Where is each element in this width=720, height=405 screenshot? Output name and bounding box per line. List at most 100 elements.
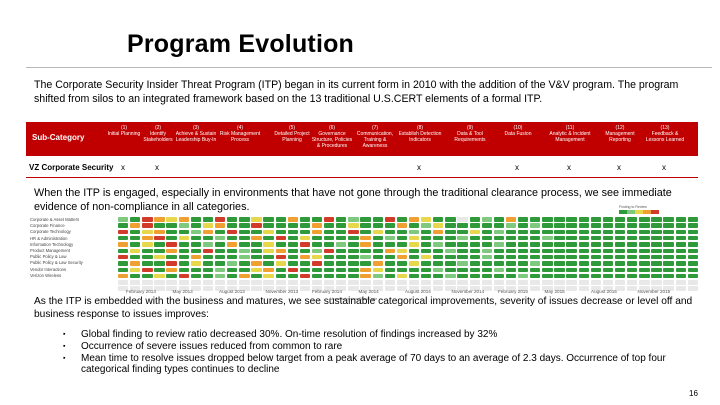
heatmap-cell xyxy=(154,223,165,228)
heatmap-cell xyxy=(554,254,565,260)
heatmap-cell xyxy=(530,267,541,273)
heatmap-cell xyxy=(166,273,177,279)
heatmap-cell xyxy=(299,235,311,241)
heatmap-cell xyxy=(627,217,638,222)
itp-element-label: Data & Tool Requirements xyxy=(454,131,486,143)
heatmap-cell xyxy=(190,223,202,228)
heatmap-cell xyxy=(251,273,262,279)
heatmap-date-label: August 2015 xyxy=(591,289,617,294)
itp-element-mark: x xyxy=(617,163,621,172)
heatmap-cell xyxy=(590,223,602,228)
heatmap-cell xyxy=(202,280,214,285)
heatmap-cell xyxy=(275,261,286,266)
heatmap-cell xyxy=(457,229,468,235)
heatmap-cell xyxy=(590,242,602,247)
heatmap-cell xyxy=(517,261,529,266)
heatmap-cell xyxy=(118,280,129,285)
itp-element-label: Detailed Project Planning xyxy=(274,131,310,143)
heatmap-cell xyxy=(639,254,650,260)
heatmap-cell xyxy=(457,248,468,254)
heatmap-cell xyxy=(214,235,226,241)
heatmap-cell xyxy=(287,254,298,260)
heatmap-cell xyxy=(348,280,359,285)
heatmap-cell xyxy=(190,235,202,241)
intro-paragraph: The Corporate Security Insider Threat Pr… xyxy=(34,79,679,105)
heatmap-cell xyxy=(505,248,517,254)
heatmap-cell xyxy=(202,254,214,260)
heatmap-cell xyxy=(396,242,408,247)
heatmap-cell xyxy=(396,223,408,228)
heatmap-cell xyxy=(602,229,614,235)
heatmap-cell xyxy=(154,267,165,273)
heatmap-cell xyxy=(408,280,420,285)
heatmap-cell xyxy=(493,223,505,228)
heatmap-cell xyxy=(311,242,323,247)
heatmap-cell xyxy=(566,235,577,241)
heatmap-cell xyxy=(311,235,323,241)
heatmap-cell xyxy=(663,242,674,247)
heatmap-cell xyxy=(214,280,226,285)
heatmap-cell xyxy=(614,273,626,279)
heatmap-cell xyxy=(614,286,626,291)
heatmap-cell xyxy=(154,235,165,241)
heatmap-cell xyxy=(384,242,395,247)
heatmap-cell xyxy=(639,242,650,247)
heatmap-cell xyxy=(663,248,674,254)
heatmap-cell xyxy=(469,286,480,291)
heatmap-cell xyxy=(493,267,505,273)
heatmap-cell xyxy=(239,229,250,235)
heatmap-cell xyxy=(433,223,444,228)
heatmap-cell xyxy=(324,280,335,285)
heatmap-cell xyxy=(469,261,480,266)
heatmap-cell xyxy=(360,267,371,273)
heatmap-cell xyxy=(251,267,262,273)
heatmap-cell xyxy=(493,280,505,285)
heatmap-cell xyxy=(166,261,177,266)
heatmap-cell xyxy=(445,242,456,247)
heatmap-cell xyxy=(239,248,250,254)
heatmap-cell xyxy=(433,280,444,285)
heatmap-cell xyxy=(299,242,311,247)
heatmap-cell xyxy=(311,273,323,279)
heatmap-date-label: August 2013 xyxy=(219,289,245,294)
heatmap-cell xyxy=(214,254,226,260)
heatmap-cell xyxy=(202,261,214,266)
heatmap-cell xyxy=(336,280,347,285)
heatmap-cell xyxy=(360,280,371,285)
heatmap-date-label: November 2013 xyxy=(265,289,299,294)
heatmap-cell xyxy=(178,217,189,222)
heatmap-cell xyxy=(505,286,517,291)
heatmap-cell xyxy=(469,267,480,273)
heatmap-cell xyxy=(530,229,541,235)
heatmap-cell xyxy=(263,267,274,273)
heatmap-cell xyxy=(239,286,250,291)
heatmap-cell xyxy=(590,261,602,266)
heatmap-cell xyxy=(154,248,165,254)
heatmap-cell xyxy=(130,267,141,273)
heatmap-cell xyxy=(118,267,129,273)
heatmap-cell xyxy=(542,217,553,222)
heatmap-cell xyxy=(542,286,553,291)
heatmap-cell xyxy=(311,248,323,254)
heatmap-cell xyxy=(517,280,529,285)
heatmap-date-label: May 2014 xyxy=(358,289,379,294)
heatmap-cell xyxy=(263,273,274,279)
heatmap-cell xyxy=(154,261,165,266)
itp-element-label: Achieve & Sustain Leadership Buy-In xyxy=(175,131,217,143)
heatmap-cell xyxy=(566,248,577,254)
heatmap-cell xyxy=(372,229,383,235)
heatmap-cell xyxy=(166,280,177,285)
heatmap-cell xyxy=(408,235,420,241)
heatmap-cell xyxy=(627,248,638,254)
heatmap-cell xyxy=(433,242,444,247)
heatmap-cell xyxy=(481,261,492,266)
heatmap-cell xyxy=(190,229,202,235)
heatmap-cell xyxy=(663,267,674,273)
heatmap-cell xyxy=(384,235,395,241)
heatmap-cell xyxy=(421,235,432,241)
heatmap-cell xyxy=(517,273,529,279)
heatmap-cell xyxy=(554,280,565,285)
heatmap-date-label: February 2013 xyxy=(126,289,156,294)
heatmap-cell xyxy=(614,261,626,266)
heatmap-cell xyxy=(263,280,274,285)
